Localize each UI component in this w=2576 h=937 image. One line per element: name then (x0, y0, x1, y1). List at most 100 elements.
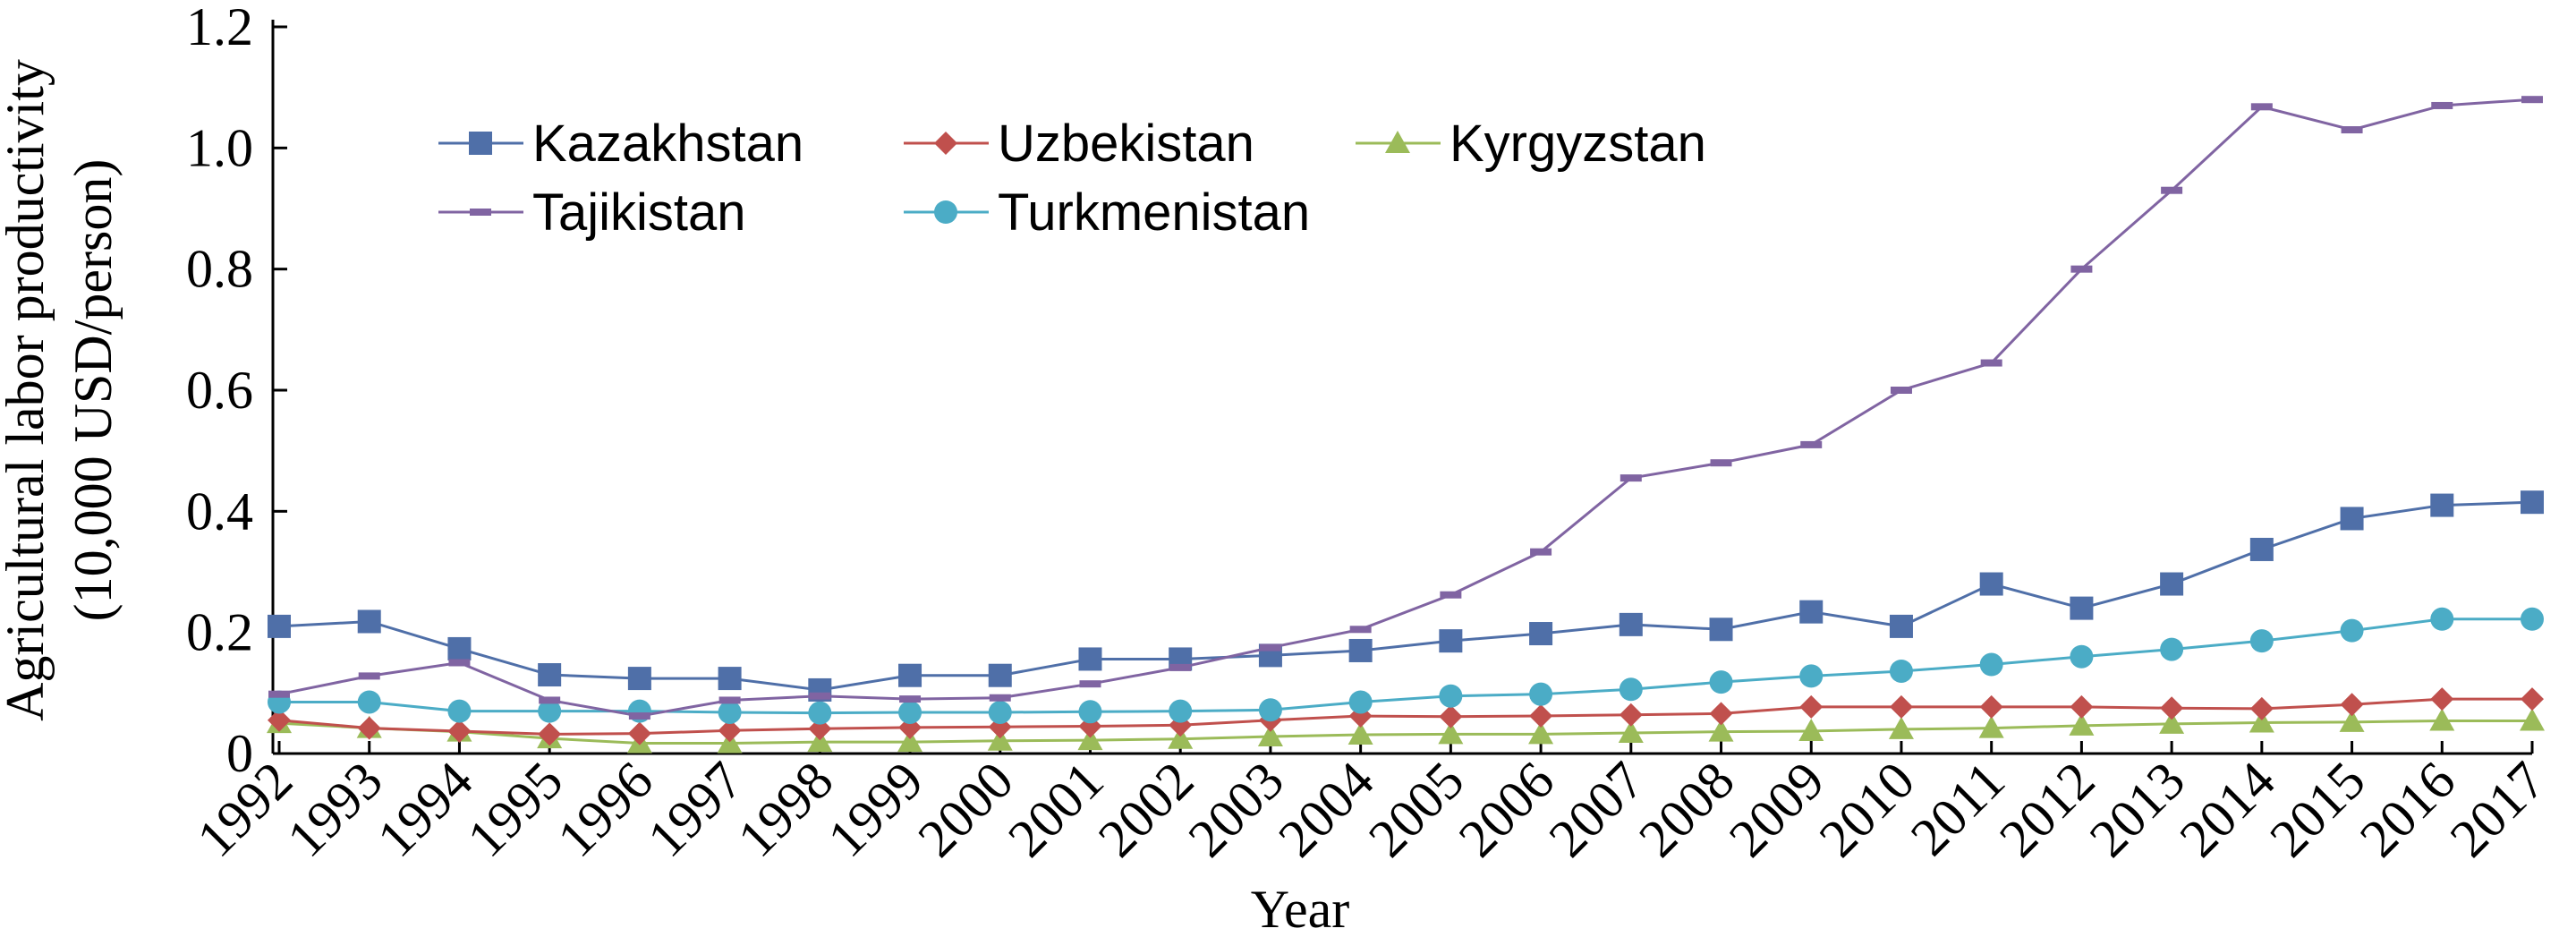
y-axis-title-line2: (10,000 USD/person) (64, 159, 123, 622)
data-point-uzbekistan (1709, 702, 1733, 726)
data-point-kyrgyzstan (2069, 712, 2095, 736)
x-tick-label: 2014 (2169, 751, 2287, 869)
data-point-tajikistan (2521, 96, 2543, 104)
data-point-kazakhstan (268, 614, 291, 638)
x-tick-label: 2009 (1718, 751, 1836, 869)
legend-label-tajikistan: Tajikistan (532, 183, 746, 242)
data-point-uzbekistan (627, 721, 651, 745)
data-point-turkmenistan (1889, 659, 1913, 683)
data-point-kazakhstan (447, 636, 472, 660)
data-point-turkmenistan (1258, 698, 1282, 722)
legend-label-kazakhstan: Kazakhstan (532, 115, 803, 173)
data-point-turkmenistan (1709, 670, 1733, 694)
data-point-kazakhstan (1348, 638, 1373, 662)
data-point-turkmenistan (1439, 684, 1463, 708)
data-point-tajikistan (1530, 548, 1552, 556)
data-point-uzbekistan (357, 716, 381, 740)
x-tick-label: 1992 (186, 751, 304, 869)
legend-marker-tajikistan (470, 209, 491, 216)
data-point-tajikistan (1079, 680, 1101, 688)
legend-item-turkmenistan: Turkmenistan (904, 183, 1310, 242)
data-point-kyrgyzstan (1618, 720, 1644, 743)
data-point-turkmenistan (1619, 677, 1643, 702)
series-kazakhstan (268, 490, 2544, 702)
x-tick-label: 1993 (276, 751, 394, 869)
data-point-turkmenistan (1348, 690, 1373, 714)
data-point-kyrgyzstan (1438, 721, 1464, 745)
y-tick-label: 0 (226, 724, 253, 783)
data-point-kazakhstan (2249, 537, 2274, 561)
x-tick-label: 2002 (1087, 751, 1205, 869)
x-tick-label: 2013 (2079, 751, 2197, 869)
data-point-tajikistan (1169, 663, 1192, 671)
data-point-tajikistan (1980, 359, 2002, 367)
x-tick-label: 1994 (366, 751, 484, 869)
data-point-turkmenistan (1169, 699, 1193, 723)
data-point-turkmenistan (898, 700, 922, 724)
data-point-tajikistan (1259, 643, 1281, 652)
data-point-tajikistan (358, 672, 380, 680)
data-point-uzbekistan (1439, 704, 1463, 728)
legend-marker-kyrgyzstan (1385, 131, 1410, 153)
x-tick-label: 2008 (1628, 751, 1746, 869)
y-tick-label: 1.2 (186, 0, 253, 56)
x-tick-label: 1996 (547, 751, 665, 869)
data-point-uzbekistan (1799, 694, 1824, 719)
data-point-kazakhstan (898, 663, 922, 687)
x-tick-label: 2011 (1900, 751, 2016, 867)
data-point-kazakhstan (2070, 596, 2094, 620)
data-point-kazakhstan (718, 667, 742, 691)
data-point-tajikistan (1440, 591, 1462, 599)
x-tick-label: 2001 (997, 751, 1115, 869)
data-point-tajikistan (1890, 387, 1912, 394)
data-point-tajikistan (1620, 474, 1642, 482)
data-point-kyrgyzstan (1257, 724, 1283, 747)
data-point-turkmenistan (357, 690, 381, 714)
axis-titles: Year Agricultural labor productivity (10,0… (0, 59, 1349, 937)
data-point-uzbekistan (2160, 696, 2184, 720)
data-point-tajikistan (718, 696, 741, 704)
data-point-kyrgyzstan (1348, 722, 1373, 745)
x-tick-label: 1997 (636, 751, 754, 869)
data-point-kazakhstan (1889, 614, 1913, 638)
x-tick-label: 2000 (906, 751, 1024, 869)
data-point-turkmenistan (1078, 700, 1102, 724)
data-point-uzbekistan (2070, 694, 2094, 719)
series-line-kazakhstan (278, 500, 2533, 692)
data-point-kazakhstan (1709, 618, 1733, 642)
data-point-kazakhstan (357, 609, 381, 634)
series-line-turkmenistan (279, 618, 2532, 715)
data-point-kazakhstan (1439, 629, 1463, 653)
data-point-turkmenistan (2070, 644, 2094, 669)
data-point-kazakhstan (1529, 622, 1553, 646)
data-point-uzbekistan (447, 719, 472, 743)
data-point-kazakhstan (2340, 507, 2364, 531)
data-point-kyrgyzstan (2339, 709, 2365, 732)
y-tick-label: 0.2 (186, 603, 253, 662)
x-tick-label: 2012 (1988, 751, 2106, 869)
data-point-kazakhstan (1619, 612, 1643, 636)
legend-item-uzbekistan: Uzbekistan (904, 115, 1254, 173)
data-point-kyrgyzstan (1798, 718, 1824, 741)
legend-item-kazakhstan: Kazakhstan (438, 115, 803, 173)
data-point-tajikistan (2431, 101, 2453, 109)
data-point-uzbekistan (538, 722, 562, 746)
data-point-tajikistan (989, 694, 1011, 702)
data-point-uzbekistan (2249, 696, 2274, 720)
data-point-kyrgyzstan (987, 728, 1013, 751)
data-point-tajikistan (1800, 440, 1823, 448)
data-point-turkmenistan (447, 699, 472, 723)
legend-item-tajikistan: Tajikistan (438, 183, 746, 242)
x-tick-label: 2003 (1177, 751, 1296, 869)
data-point-uzbekistan (1889, 694, 1913, 719)
data-point-kyrgyzstan (2249, 710, 2274, 733)
data-point-tajikistan (2341, 126, 2363, 134)
data-point-kazakhstan (1799, 600, 1824, 624)
data-point-tajikistan (2070, 265, 2093, 273)
x-tick-label: 2005 (1357, 751, 1475, 869)
data-point-kazakhstan (2160, 572, 2184, 596)
data-point-tajikistan (268, 690, 290, 698)
y-tick-label: 0.4 (186, 481, 253, 541)
series-group (267, 96, 2545, 754)
